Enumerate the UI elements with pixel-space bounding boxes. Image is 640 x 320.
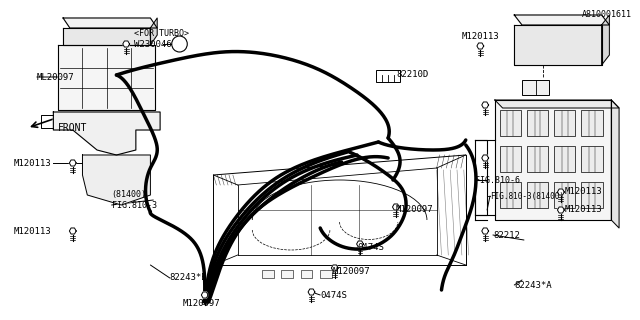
Bar [581, 182, 603, 208]
Text: M120113: M120113 [564, 188, 602, 196]
Bar [554, 110, 575, 136]
Text: M120113: M120113 [13, 227, 51, 236]
Polygon shape [332, 265, 338, 271]
Text: ML20097: ML20097 [37, 73, 74, 82]
Text: 82212: 82212 [493, 230, 520, 239]
Polygon shape [63, 28, 150, 45]
Polygon shape [495, 100, 611, 220]
Text: FRONT: FRONT [58, 123, 88, 133]
Polygon shape [482, 102, 488, 108]
Bar [301, 270, 312, 278]
Polygon shape [477, 43, 484, 49]
Polygon shape [515, 15, 609, 25]
Polygon shape [482, 155, 488, 161]
Text: M120097: M120097 [333, 268, 371, 276]
Polygon shape [308, 289, 315, 295]
Text: FIG.810-3: FIG.810-3 [111, 201, 157, 210]
Polygon shape [69, 228, 76, 234]
Polygon shape [611, 100, 619, 228]
Bar [320, 270, 332, 278]
Polygon shape [557, 189, 564, 195]
Bar [522, 80, 549, 95]
Text: 82243*A: 82243*A [515, 281, 552, 290]
Bar [376, 70, 400, 82]
Bar [554, 182, 575, 208]
Text: M120113: M120113 [461, 31, 499, 41]
Text: M120113: M120113 [564, 205, 602, 214]
Polygon shape [123, 41, 129, 47]
Bar [262, 270, 274, 278]
Text: 0474S: 0474S [357, 244, 384, 252]
Bar [500, 182, 521, 208]
Polygon shape [63, 18, 157, 28]
Polygon shape [202, 292, 208, 298]
Polygon shape [69, 160, 76, 166]
Text: 82210D: 82210D [396, 69, 428, 78]
Bar [554, 146, 575, 172]
Text: M120097: M120097 [396, 204, 433, 213]
Bar [282, 270, 293, 278]
Text: (81400): (81400) [111, 190, 147, 199]
Text: W230046: W230046 [134, 39, 172, 49]
Polygon shape [356, 241, 364, 247]
Bar [500, 146, 521, 172]
Text: <FOR TURBO>: <FOR TURBO> [134, 28, 189, 37]
Polygon shape [482, 228, 488, 234]
Text: A810001611: A810001611 [582, 10, 632, 19]
Text: M120097: M120097 [183, 299, 221, 308]
Polygon shape [495, 100, 619, 108]
Bar [581, 110, 603, 136]
Polygon shape [150, 18, 157, 45]
Text: 0474S: 0474S [320, 291, 347, 300]
Polygon shape [557, 207, 564, 213]
Polygon shape [83, 155, 150, 205]
Text: FIG.810-6: FIG.810-6 [476, 175, 520, 185]
Text: FIG.810-3(81400): FIG.810-3(81400) [490, 191, 564, 201]
Bar [527, 110, 548, 136]
Polygon shape [392, 204, 399, 210]
Polygon shape [53, 112, 160, 155]
Bar [581, 146, 603, 172]
Polygon shape [602, 15, 609, 65]
Text: M120113: M120113 [13, 158, 51, 167]
Bar [527, 182, 548, 208]
Text: 82243*B: 82243*B [170, 274, 207, 283]
Bar [500, 110, 521, 136]
Bar [527, 146, 548, 172]
Polygon shape [58, 45, 156, 110]
Polygon shape [515, 25, 602, 65]
